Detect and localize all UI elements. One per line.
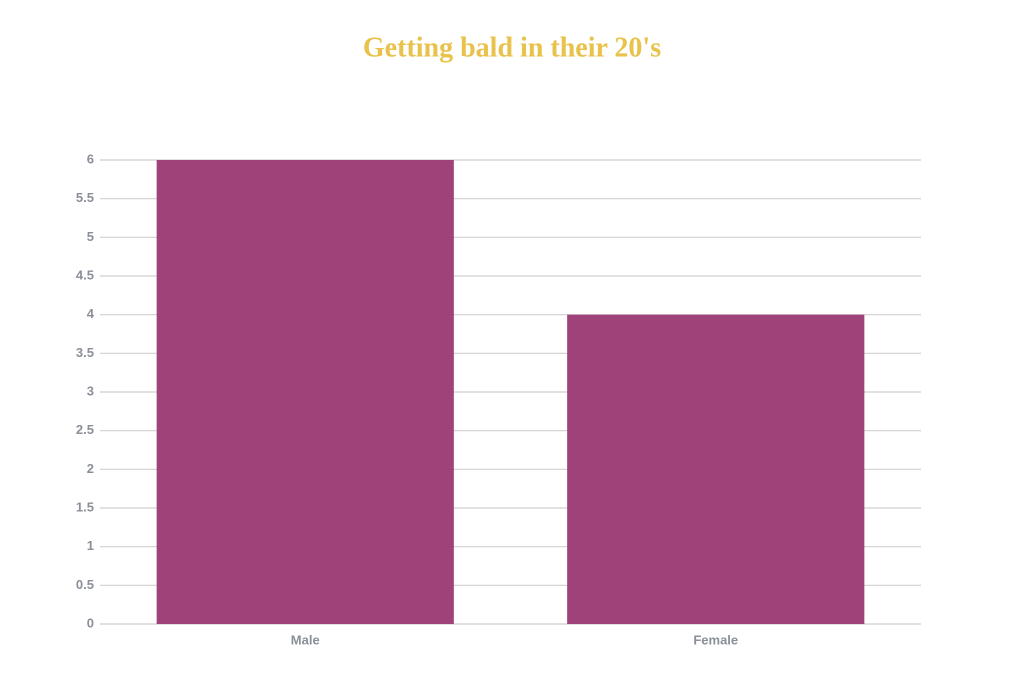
y-tick-label: 3	[87, 383, 94, 398]
y-tick-label: 5.5	[76, 190, 94, 205]
y-tick-label: 2.5	[76, 422, 94, 437]
y-tick-label: 2	[87, 461, 94, 476]
y-tick-label: 1	[87, 538, 94, 553]
chart-title: Getting bald in their 20's	[363, 32, 661, 63]
y-tick-label: 4.5	[76, 267, 94, 282]
y-tick-label: 6	[87, 151, 94, 166]
y-tick-label: 4	[87, 306, 95, 321]
x-tick-label: Female	[693, 632, 738, 647]
y-tick-label: 5	[87, 229, 94, 244]
y-tick-label: 0	[87, 615, 94, 630]
y-tick-label: 0.5	[76, 577, 94, 592]
bar	[567, 314, 865, 624]
y-tick-label: 1.5	[76, 499, 94, 514]
bar	[156, 160, 454, 624]
x-tick-label: Male	[291, 632, 320, 647]
y-tick-label: 3.5	[76, 345, 94, 360]
